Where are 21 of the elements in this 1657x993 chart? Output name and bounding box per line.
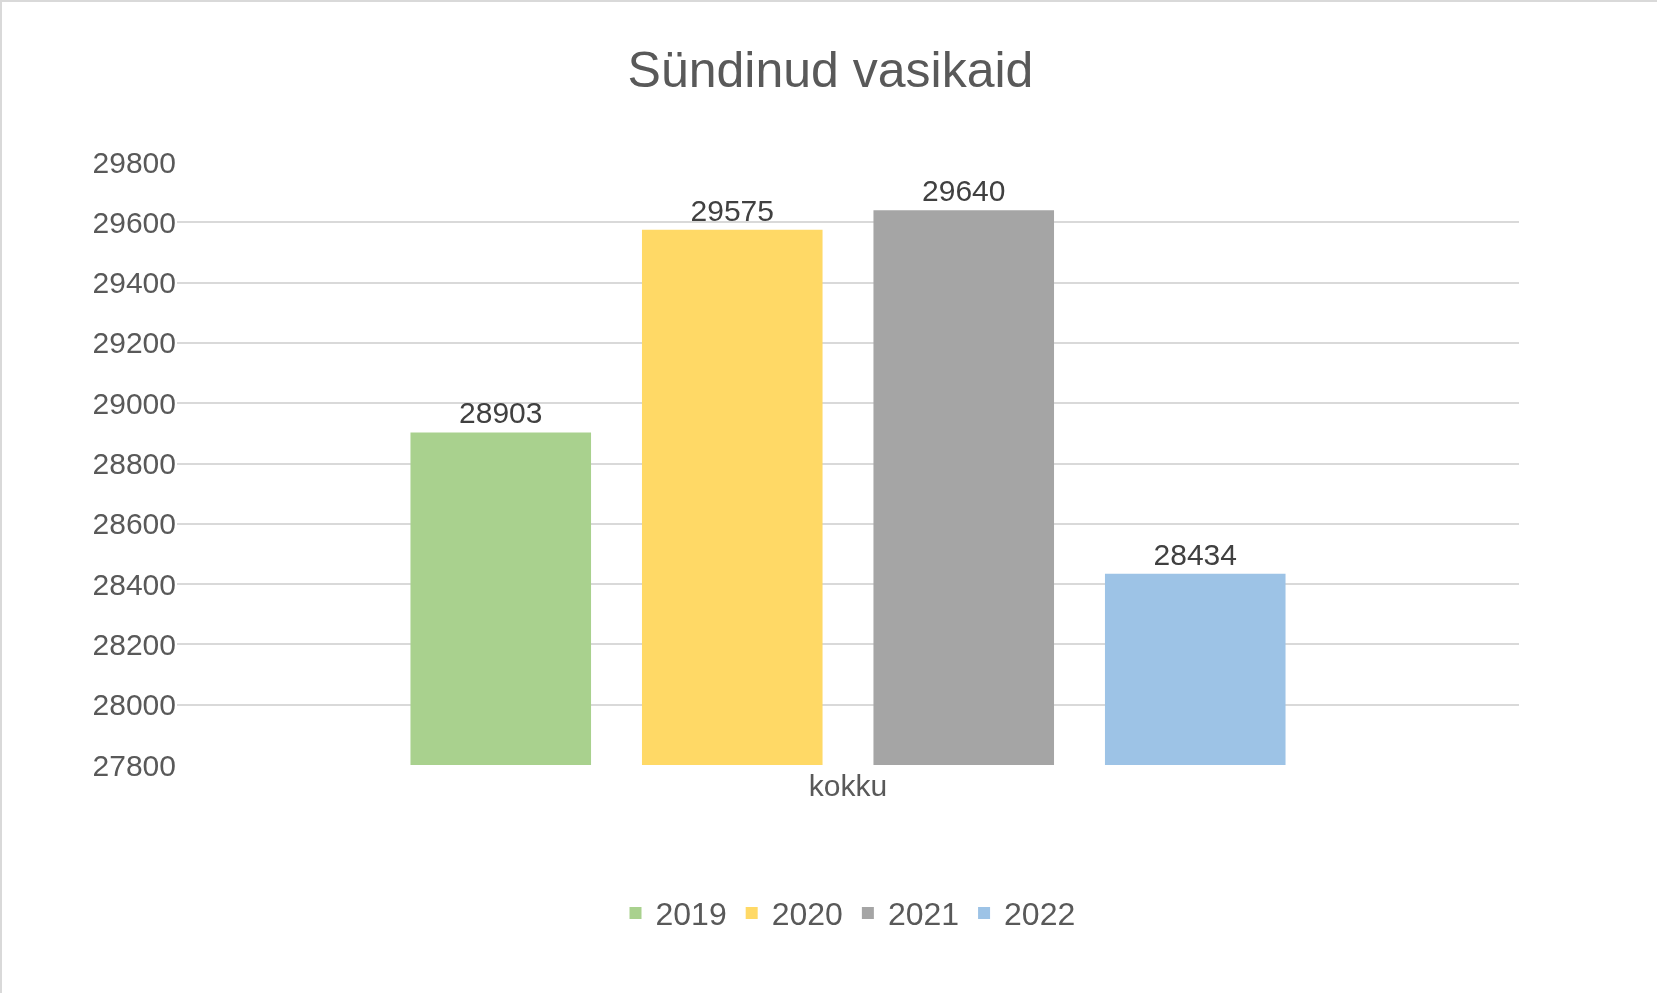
x-tick-label: kokku — [808, 769, 888, 802]
y-tick-label: 28000 — [92, 688, 176, 722]
legend-label: 2019 — [655, 896, 727, 933]
y-tick-label: 29400 — [92, 266, 176, 300]
data-label: 29640 — [922, 174, 1006, 208]
data-label: 28903 — [459, 396, 543, 430]
legend-label: 2021 — [887, 896, 960, 933]
y-tick-label: 28400 — [92, 567, 176, 601]
data-label: 29575 — [690, 193, 774, 227]
y-tick-label: 29200 — [92, 326, 176, 360]
y-tick-label: 28600 — [92, 507, 176, 541]
chart-title: Sündinud vasikaid — [627, 41, 1034, 98]
data-label: 28434 — [1153, 537, 1237, 571]
legend-label: 2022 — [1004, 896, 1076, 933]
y-tick-label: 29800 — [92, 145, 176, 179]
y-tick-label: 28200 — [92, 627, 176, 661]
y-tick-label: 29600 — [92, 205, 176, 239]
y-tick-label: 29000 — [92, 386, 176, 420]
legend-label: 2020 — [771, 896, 843, 933]
y-tick-label: 27800 — [92, 748, 176, 782]
y-tick-label: 28800 — [92, 447, 176, 480]
